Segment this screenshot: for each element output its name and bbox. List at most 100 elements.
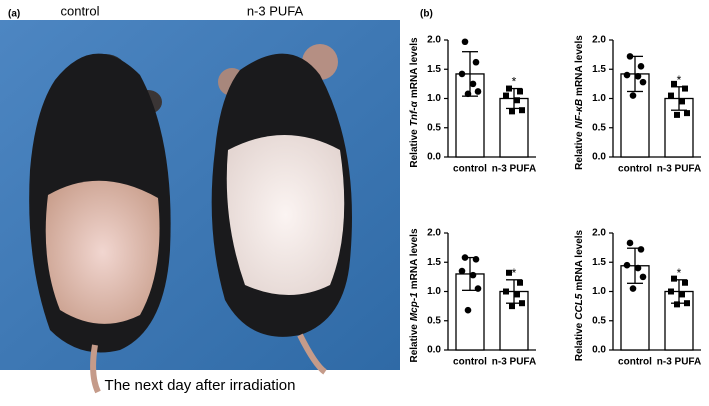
data-point xyxy=(637,63,645,70)
panel-label: (b) xyxy=(420,9,433,20)
y-tick-label: 1.0 xyxy=(427,93,441,104)
y-axis-label-part: Relative xyxy=(409,129,420,168)
data-point xyxy=(458,70,466,78)
y-axis-label-part: Relative xyxy=(574,322,585,361)
data-point xyxy=(679,98,685,105)
data-point xyxy=(684,110,690,117)
y-tick-label: 1.0 xyxy=(427,286,441,297)
data-point xyxy=(469,80,477,88)
y-tick-label: 0.5 xyxy=(427,122,441,133)
mouse-pufa xyxy=(211,44,352,375)
y-tick-label: 0.5 xyxy=(592,315,606,326)
y-tick-label: 2.0 xyxy=(592,228,606,239)
y-axis-label: Relative Mcp-1 mRNA levels xyxy=(409,228,420,362)
data-point xyxy=(674,111,680,118)
y-axis-label-part: Relative xyxy=(574,131,585,170)
y-tick-label: 0.0 xyxy=(427,152,441,163)
x-tick-label: n-3 PUFA xyxy=(657,164,701,175)
data-point xyxy=(517,88,523,95)
photo-label: control xyxy=(60,3,99,18)
y-tick-label: 0.0 xyxy=(592,345,606,356)
data-point xyxy=(519,300,525,307)
data-point xyxy=(506,269,512,276)
data-point xyxy=(464,306,472,314)
data-point xyxy=(623,261,631,269)
y-axis-label-part: mRNA levels xyxy=(409,37,420,98)
data-point xyxy=(469,271,477,279)
data-point xyxy=(634,264,642,272)
data-point xyxy=(668,288,674,295)
data-point xyxy=(503,92,509,99)
data-point xyxy=(461,38,469,46)
data-point xyxy=(682,279,688,286)
data-point xyxy=(634,72,642,80)
y-tick-label: 1.5 xyxy=(592,257,606,268)
data-point xyxy=(472,58,480,66)
panel-label: (a) xyxy=(8,9,20,20)
y-tick-label: 0.0 xyxy=(592,152,606,163)
y-axis-label-part: mRNA levels xyxy=(574,229,585,290)
y-axis-label-part: mRNA levels xyxy=(409,228,420,289)
data-point xyxy=(639,273,647,281)
y-tick-label: 1.0 xyxy=(592,286,606,297)
data-point xyxy=(682,85,688,92)
y-tick-label: 0.5 xyxy=(592,122,606,133)
y-axis-label-part: Relative xyxy=(409,324,420,363)
data-point xyxy=(461,254,469,261)
data-point xyxy=(464,90,472,98)
y-tick-label: 2.0 xyxy=(427,35,441,46)
photo-label: n-3 PUFA xyxy=(247,3,304,18)
y-tick-label: 2.0 xyxy=(427,228,441,239)
data-point xyxy=(671,80,677,87)
data-point xyxy=(474,88,482,95)
x-tick-label: control xyxy=(618,357,652,368)
data-point xyxy=(509,108,515,115)
photo-caption: The next day after irradiation xyxy=(105,377,296,394)
y-axis-label: Relative NF-κB mRNA levels xyxy=(574,35,585,170)
y-tick-label: 0.5 xyxy=(427,315,441,326)
data-point xyxy=(623,71,631,79)
data-point xyxy=(684,300,690,307)
data-point xyxy=(671,275,677,282)
y-axis-label-part: Mcp-1 xyxy=(409,292,420,321)
mouse-control xyxy=(29,53,171,394)
data-point xyxy=(517,279,523,286)
x-tick-label: control xyxy=(453,357,487,368)
significance-mark: * xyxy=(512,75,517,89)
data-point xyxy=(674,301,680,308)
data-point xyxy=(514,97,520,104)
data-point xyxy=(668,92,674,99)
y-axis-label-part: NF-κB xyxy=(574,99,585,129)
data-point xyxy=(629,285,637,292)
data-point xyxy=(626,53,634,60)
data-point xyxy=(509,303,515,310)
y-tick-label: 0.0 xyxy=(427,345,441,356)
y-axis-label-part: Tnf-α xyxy=(409,100,420,126)
y-tick-label: 1.0 xyxy=(592,93,606,104)
data-point xyxy=(474,285,482,292)
y-axis-label: Relative CCL5 mRNA levels xyxy=(574,229,585,361)
y-axis-label-part: mRNA levels xyxy=(574,35,585,96)
x-tick-label: n-3 PUFA xyxy=(492,164,536,175)
significance-mark: * xyxy=(677,73,682,87)
y-tick-label: 1.5 xyxy=(427,64,441,75)
x-tick-label: n-3 PUFA xyxy=(657,357,701,368)
data-point xyxy=(637,246,645,253)
photo: (a) control n-3 PUFA The next day after … xyxy=(0,3,400,394)
y-tick-label: 2.0 xyxy=(592,35,606,46)
x-tick-label: control xyxy=(453,164,487,175)
y-axis-label-part: CCL5 xyxy=(574,293,585,320)
data-point xyxy=(506,85,512,92)
significance-mark: * xyxy=(512,266,517,280)
y-tick-label: 1.5 xyxy=(427,257,441,268)
data-point xyxy=(626,239,634,247)
data-point xyxy=(458,267,466,275)
data-point xyxy=(503,288,509,295)
data-point xyxy=(629,92,637,99)
x-tick-label: n-3 PUFA xyxy=(492,357,536,368)
data-point xyxy=(679,291,685,298)
data-point xyxy=(472,256,480,263)
data-point xyxy=(519,107,525,114)
x-tick-label: control xyxy=(618,164,652,175)
